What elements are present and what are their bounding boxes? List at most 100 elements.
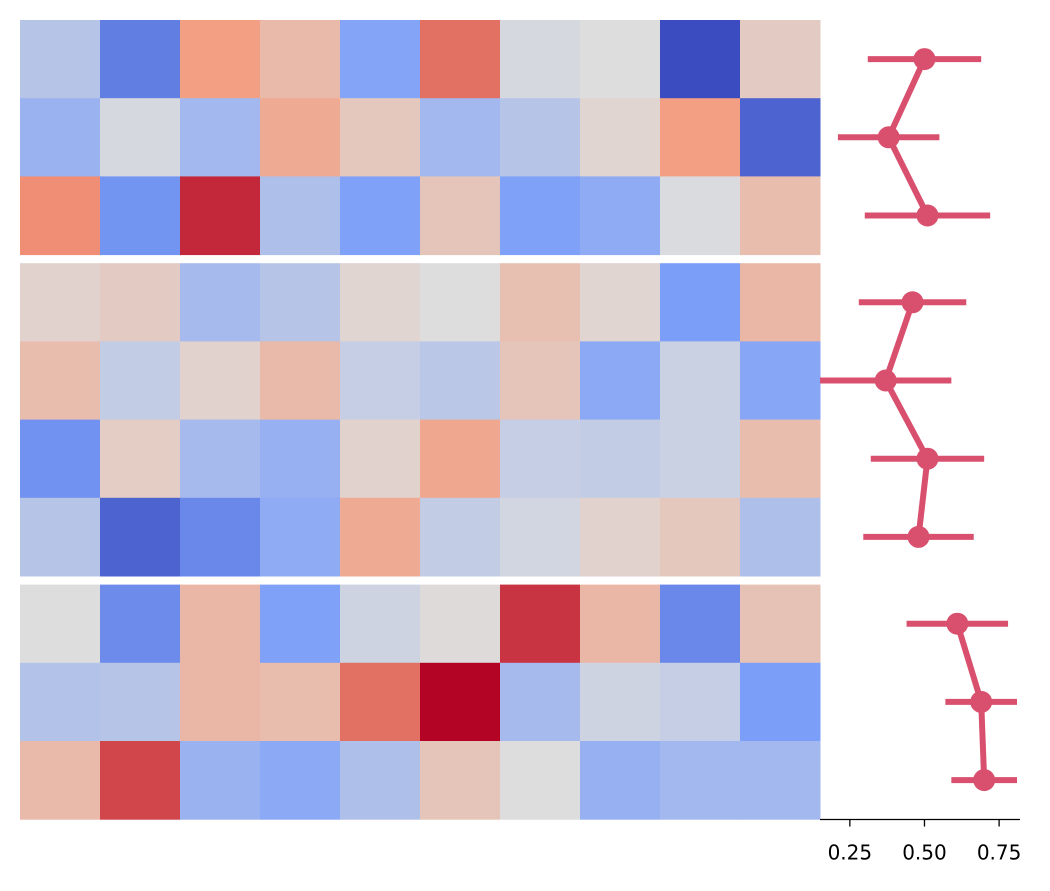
heatmap-cell [100,741,181,820]
heatmap-cell [20,176,101,256]
heatmap-cell [740,497,821,577]
heatmap-cell [660,263,741,342]
heatmap-cell [100,176,181,256]
heatmap-cell [180,584,261,664]
heatmap-cell [580,662,661,742]
heatmap-cell [420,20,501,99]
heatmap-cell [500,176,581,256]
heatmap-cell [260,98,341,177]
heatmap-cell [500,20,581,99]
heatmap-cell [180,20,261,99]
heatmap-cell [500,662,581,742]
heatmap-cell [580,419,661,499]
heatmap-cell [180,419,261,499]
heatmap-cell [340,741,421,820]
heatmap-cell [180,497,261,577]
heatmap-cell [260,584,341,664]
heatmap-cell [20,497,101,577]
point [916,204,939,227]
heatmap-cell [260,419,341,499]
heatmap-cell [100,341,181,421]
heatmap-cell [660,419,741,499]
heatmap-cell [420,98,501,177]
heatmap-cell [100,662,181,742]
heatmap-cell [260,263,341,342]
point [907,525,930,548]
heatmap-cell [740,20,821,99]
point [877,126,900,149]
heatmap-cell [420,263,501,342]
heatmap-cell [740,741,821,820]
heatmap-cell [500,341,581,421]
heatmap-cell [500,98,581,177]
heatmap-cell [660,584,741,664]
heatmap-cell [740,341,821,421]
heatmap-cell [580,20,661,99]
heatmap-cell [580,341,661,421]
heatmap-cell [740,176,821,256]
heatmap-cell [500,584,581,664]
heatmap-cell [20,263,101,342]
heatmap-cell [180,263,261,342]
point [973,769,996,792]
x-tick-label: 0.25 [828,841,873,865]
heatmap-cell [180,176,261,256]
heatmap-cell [100,263,181,342]
heatmap-cell [580,584,661,664]
heatmap-cell [260,176,341,256]
heatmap-cell [340,584,421,664]
heatmap-cell [580,176,661,256]
heatmap-cell [100,98,181,177]
heatmap-cell [740,419,821,499]
heatmap-cell [500,741,581,820]
heatmap-cell [20,98,101,177]
heatmap-cell [20,741,101,820]
point-line [882,301,931,538]
heatmap-cell [340,176,421,256]
heatmap-cell [420,341,501,421]
heatmap-cell [20,419,101,499]
heatmap-cell [340,263,421,342]
heatmap-cell [100,497,181,577]
heatmap-cell [100,20,181,99]
heatmap-cell [20,584,101,664]
heatmap-cell [180,341,261,421]
heatmap-cell [500,263,581,342]
heatmap-cell [340,341,421,421]
heatmap-cell [260,741,341,820]
heatmap-cell [660,741,741,820]
heatmap-cell [260,341,341,421]
heatmap-cell [340,497,421,577]
heatmap-cell [340,662,421,742]
heatmap-cell [420,662,501,742]
point [901,291,924,314]
heatmap-cell [20,662,101,742]
heatmap-cell [420,419,501,499]
heatmap-cell [260,497,341,577]
heatmap-cell [340,20,421,99]
point [913,48,936,71]
heatmap-cell [260,662,341,742]
heatmap-cell [660,341,741,421]
point [970,690,993,713]
heatmap-cell [660,176,741,256]
x-tick-label: 0.50 [902,841,947,865]
heatmap-cell [20,341,101,421]
heatmap-cell [180,98,261,177]
heatmap-cell [660,20,741,99]
heatmap-cell [340,98,421,177]
heatmap-cell [100,419,181,499]
heatmap-cell [740,662,821,742]
heatmap-cell [660,98,741,177]
heatmap-cell [740,263,821,342]
heatmap-cell [340,419,421,499]
heatmap-cell [580,98,661,177]
heatmap-cell [20,20,101,99]
heatmap-cell [180,662,261,742]
heatmap-cell [180,741,261,820]
heatmap-cell [660,662,741,742]
heatmap-cell [580,497,661,577]
heatmap-cell [500,419,581,499]
heatmap-cell [420,176,501,256]
